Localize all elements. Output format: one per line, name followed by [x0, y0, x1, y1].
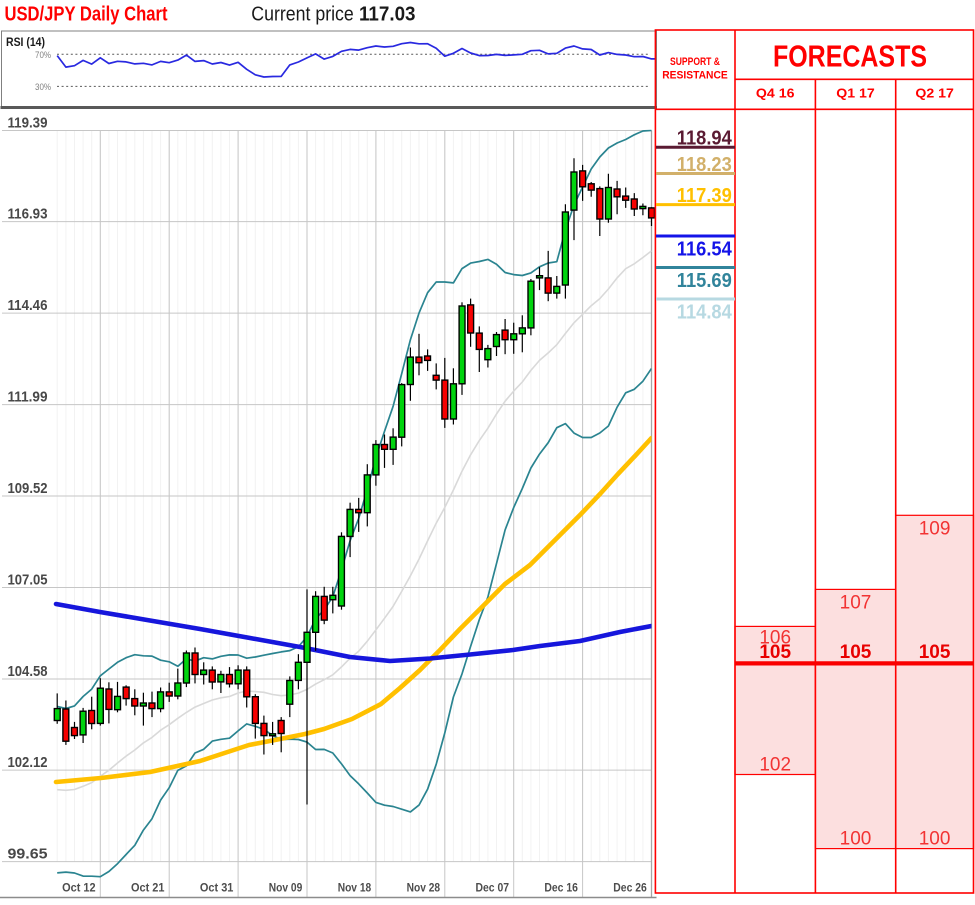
svg-text:SUPPORT &: SUPPORT & [670, 56, 720, 68]
svg-text:99.65: 99.65 [8, 847, 48, 863]
svg-text:100: 100 [840, 829, 872, 850]
svg-text:Dec 16: Dec 16 [544, 882, 578, 894]
svg-text:RESISTANCE: RESISTANCE [662, 69, 728, 81]
svg-text:111.99: 111.99 [8, 390, 48, 406]
svg-text:104.58: 104.58 [8, 664, 48, 680]
svg-text:Dec 07: Dec 07 [476, 882, 510, 894]
svg-text:USD/JPY Daily Chart: USD/JPY Daily Chart [5, 4, 168, 26]
svg-text:105: 105 [919, 642, 951, 663]
svg-text:114.46: 114.46 [8, 298, 48, 314]
svg-text:Nov 28: Nov 28 [407, 882, 441, 894]
svg-text:105: 105 [840, 642, 872, 663]
svg-text:107: 107 [840, 592, 872, 613]
svg-text:107.05: 107.05 [8, 573, 48, 589]
svg-text:118.23: 118.23 [677, 154, 732, 176]
svg-text:70%: 70% [35, 50, 51, 61]
svg-text:Q4 16: Q4 16 [756, 86, 795, 101]
svg-text:Q2 17: Q2 17 [915, 86, 954, 101]
svg-text:100: 100 [919, 829, 951, 850]
svg-text:119.39: 119.39 [8, 116, 48, 132]
svg-text:Q1 17: Q1 17 [836, 86, 875, 101]
svg-text:Oct 31: Oct 31 [200, 882, 234, 894]
svg-text:109: 109 [919, 518, 951, 539]
svg-text:Nov 09: Nov 09 [269, 882, 303, 894]
svg-text:114.84: 114.84 [677, 302, 733, 324]
svg-text:118.94: 118.94 [677, 128, 733, 150]
svg-text:Oct 12: Oct 12 [62, 882, 96, 894]
svg-text:Current price: Current price [251, 4, 353, 26]
svg-text:102: 102 [759, 755, 791, 776]
svg-text:Nov 18: Nov 18 [338, 882, 372, 894]
svg-text:Oct 21: Oct 21 [131, 882, 165, 894]
svg-text:117.03: 117.03 [359, 4, 416, 26]
svg-text:Dec 26: Dec 26 [613, 882, 647, 894]
svg-text:106: 106 [759, 627, 791, 648]
svg-text:116.93: 116.93 [8, 207, 48, 223]
svg-text:117.39: 117.39 [677, 185, 732, 207]
svg-text:102.12: 102.12 [8, 755, 48, 771]
svg-text:FORECASTS: FORECASTS [773, 39, 927, 74]
svg-text:115.69: 115.69 [677, 270, 732, 292]
svg-text:116.54: 116.54 [677, 239, 733, 261]
svg-text:105: 105 [759, 642, 791, 663]
svg-text:RSI (14): RSI (14) [6, 35, 45, 49]
svg-text:30%: 30% [35, 82, 51, 93]
svg-text:109.52: 109.52 [8, 481, 48, 497]
